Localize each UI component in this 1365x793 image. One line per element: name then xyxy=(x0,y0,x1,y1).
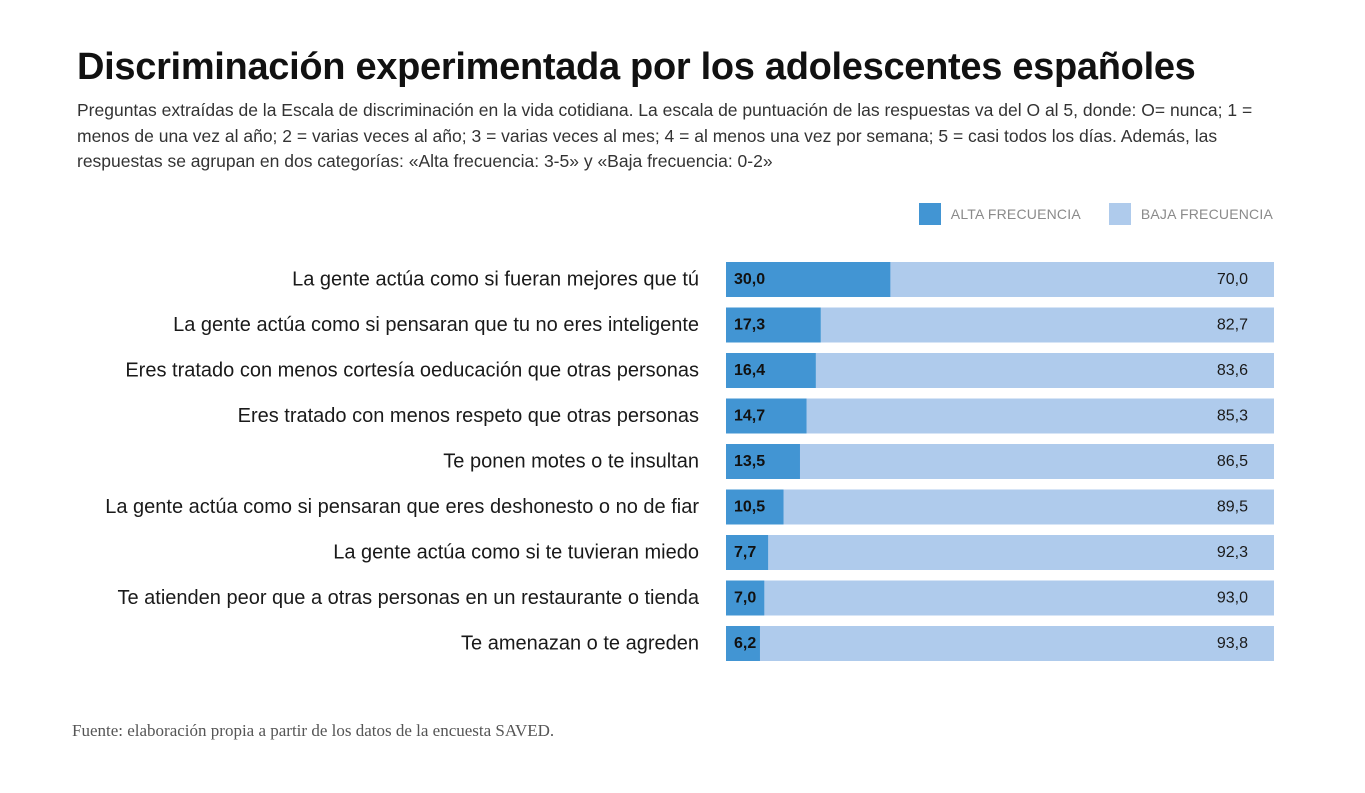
bar-alta-frecuencia xyxy=(726,398,807,434)
data-label-alta: 7,0 xyxy=(734,590,756,607)
category-label: Te amenazan o te agreden xyxy=(461,633,699,655)
legend-label-baja: BAJA FRECUENCIA xyxy=(1140,206,1273,222)
bar-baja-frecuencia xyxy=(815,353,1274,388)
bar-alta-frecuencia xyxy=(726,580,765,616)
category-label: Eres tratado con menos respeto que otras… xyxy=(238,405,699,427)
data-label-baja: 93,0 xyxy=(1217,590,1248,607)
bar-alta-frecuencia xyxy=(726,262,891,297)
data-label-alta: 16,4 xyxy=(734,362,765,379)
legend-label-alta: ALTA FRECUENCIA xyxy=(950,206,1081,222)
category-label: Te ponen motes o te insultan xyxy=(443,451,699,473)
chart-title: Discriminación experimentada por los ado… xyxy=(77,46,1196,88)
bar-baja-frecuencia xyxy=(799,444,1274,479)
data-label-alta: 17,3 xyxy=(734,317,765,334)
bar-baja-frecuencia xyxy=(806,398,1274,434)
bar-baja-frecuencia xyxy=(759,626,1274,661)
data-label-alta: 7,7 xyxy=(734,544,756,561)
chart-subtitle: Preguntas extraídas de la Escala de disc… xyxy=(77,100,1253,171)
category-label: La gente actúa como si pensaran que tu n… xyxy=(173,314,699,336)
bar-baja-frecuencia xyxy=(783,489,1274,525)
legend-swatch-alta xyxy=(918,203,941,225)
bar-alta-frecuencia xyxy=(726,307,821,343)
data-label-alta: 10,5 xyxy=(734,499,765,516)
data-label-baja: 89,5 xyxy=(1217,499,1248,516)
bar-alta-frecuencia xyxy=(726,444,800,479)
bar-alta-frecuencia xyxy=(726,535,769,570)
legend-swatch-baja xyxy=(1108,203,1131,225)
bar-baja-frecuencia xyxy=(768,535,1274,570)
data-label-baja: 86,5 xyxy=(1217,453,1248,470)
data-label-baja: 83,6 xyxy=(1217,362,1248,379)
data-label-baja: 85,3 xyxy=(1217,408,1248,425)
bar-baja-frecuencia xyxy=(890,262,1274,297)
data-label-alta: 14,7 xyxy=(734,408,765,425)
category-label: Eres tratado con menos cortesía oeducaci… xyxy=(125,360,699,382)
bar-baja-frecuencia xyxy=(820,307,1274,343)
data-label-baja: 92,3 xyxy=(1217,544,1248,561)
category-label: Te atienden peor que a otras personas en… xyxy=(117,587,699,609)
bar-alta-frecuencia xyxy=(726,489,784,525)
data-label-alta: 30,0 xyxy=(734,271,765,288)
source-note: Fuente: elaboración propia a partir de l… xyxy=(72,721,555,740)
bar-alta-frecuencia xyxy=(726,353,816,388)
legend: ALTA FRECUENCIA BAJA FRECUENCIA xyxy=(891,203,1273,225)
data-label-alta: 6,2 xyxy=(734,635,756,652)
category-label: La gente actúa como si pensaran que eres… xyxy=(105,496,699,518)
data-label-alta: 13,5 xyxy=(734,453,765,470)
bar-alta-frecuencia xyxy=(726,626,760,661)
legend-item-alta: ALTA FRECUENCIA xyxy=(918,203,1081,225)
category-label: La gente actúa como si fueran mejores qu… xyxy=(292,269,699,291)
bar-baja-frecuencia xyxy=(764,580,1274,616)
legend-item-baja: BAJA FRECUENCIA xyxy=(1108,203,1273,225)
category-label: La gente actúa como si te tuvieran miedo xyxy=(333,542,699,564)
data-label-baja: 93,8 xyxy=(1217,635,1248,652)
data-label-baja: 70,0 xyxy=(1217,271,1248,288)
data-label-baja: 82,7 xyxy=(1217,317,1248,334)
